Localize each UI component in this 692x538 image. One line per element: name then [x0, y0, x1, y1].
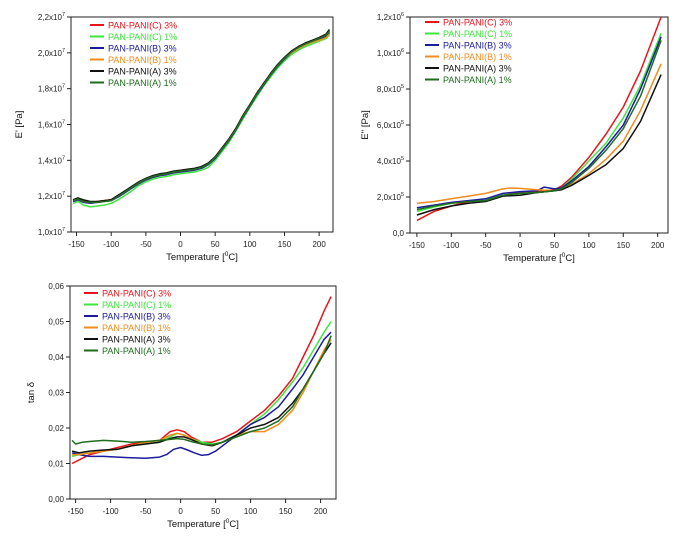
legend-label: PAN-PANI(C) 1% [108, 32, 177, 42]
y-tick-label: 0,0 [393, 229, 405, 238]
chart-loss: -150 -100 -50 0 50 100 150 200 0,0 2,0x105 4,0x105… [360, 12, 669, 264]
series-line [71, 342, 332, 454]
x-tick-label: -100 [443, 241, 460, 250]
series-line [72, 34, 331, 208]
y-tick-label: 1,0x106 [377, 48, 404, 58]
legend-label: PAN-PANI(C) 3% [108, 21, 177, 31]
x-axis-label: Temperature [0C] [167, 518, 239, 530]
legend-label: PAN-PANI(A) 1% [108, 78, 177, 88]
y-tick-label: 0,05 [48, 318, 64, 327]
x-tick-label: -50 [480, 241, 492, 250]
legend-label: PAN-PANI(B) 3% [108, 44, 177, 54]
series-line [71, 296, 332, 465]
legend-label: PAN-PANI(C) 1% [443, 29, 512, 39]
x-tick-label: 0 [178, 507, 183, 516]
x-tick-label: 50 [211, 507, 220, 516]
series-line [71, 331, 332, 459]
x-axis-label: Temperature [0C] [503, 252, 575, 264]
series-line [416, 74, 662, 216]
y-tick-label: 0,00 [48, 495, 64, 504]
legend-label: PAN-PANI(B) 1% [443, 52, 512, 62]
legend-label: PAN-PANI(B) 3% [443, 41, 512, 51]
y-tick-label: 0,03 [48, 389, 64, 398]
y-tick-label: 0,06 [48, 282, 64, 291]
x-tick-label: -150 [69, 240, 86, 249]
x-tick-label: -50 [140, 507, 152, 516]
series-line [71, 335, 332, 446]
x-axis-label: Temperature [0C] [166, 251, 238, 263]
x-tick-label: 200 [314, 507, 328, 516]
series-group [71, 296, 332, 465]
legend-label: PAN-PANI(A) 3% [102, 335, 171, 345]
y-tick-label: 1,6x107 [38, 120, 65, 130]
x-tick-label: 0 [518, 241, 523, 250]
y-tick-label: 6,0x105 [377, 120, 404, 130]
chart-storage: -150 -100 -50 0 50 100 150 200 1,0x107 1,2x107 1,4… [14, 12, 334, 263]
legend-label: PAN-PANI(B) 3% [102, 312, 171, 322]
x-tick-label: -150 [409, 241, 426, 250]
y-tick-label: 0,01 [48, 460, 64, 469]
x-tick-label: 0 [178, 240, 183, 249]
x-tick-label: 100 [243, 240, 257, 249]
y-tick-label: 0,02 [48, 424, 64, 433]
x-tick-label: 200 [312, 240, 326, 249]
series-line [72, 338, 332, 456]
x-tick-label: 150 [617, 241, 631, 250]
x-tick-label: -150 [68, 507, 85, 516]
series-line [416, 40, 662, 211]
x-tick-label: 150 [278, 240, 292, 249]
x-tick-label: 100 [582, 241, 596, 250]
y-axis-label: E' [Pa] [14, 111, 25, 139]
y-tick-label: 1,2x106 [377, 12, 404, 22]
y-tick-label: 0,04 [48, 353, 64, 362]
series-line [416, 63, 662, 205]
x-tick-label: 50 [211, 240, 220, 249]
legend-label: PAN-PANI(B) 1% [108, 55, 177, 65]
series-group [72, 29, 331, 208]
y-tick-label: 1,2x107 [38, 191, 65, 201]
legend-label: PAN-PANI(A) 1% [102, 346, 171, 356]
y-tick-label: 4,0x105 [377, 156, 404, 166]
x-tick-label: 200 [651, 241, 665, 250]
legend-label: PAN-PANI(C) 1% [102, 300, 171, 310]
series-line [72, 30, 331, 204]
legend-label: PAN-PANI(A) 3% [108, 67, 177, 77]
y-axis-label: tan δ [26, 382, 37, 403]
x-tick-label: -50 [140, 240, 152, 249]
x-tick-label: -100 [103, 240, 120, 249]
series-group [416, 17, 662, 222]
legend-label: PAN-PANI(B) 1% [102, 323, 171, 333]
y-tick-label: 2,2x107 [38, 12, 65, 22]
y-tick-label: 2,0x107 [38, 48, 65, 58]
series-line [416, 36, 662, 209]
legend-label: PAN-PANI(A) 1% [443, 75, 512, 85]
x-tick-label: 100 [244, 507, 258, 516]
legend-label: PAN-PANI(C) 3% [102, 289, 171, 299]
x-tick-label: 150 [279, 507, 293, 516]
chart-tan: -150 -100 -50 0 50 100 150 200 0,00 0,01 0,02 0,03 0… [26, 282, 337, 530]
y-axis-label: E'' [Pa] [360, 110, 371, 140]
y-tick-label: 1,0x107 [38, 227, 65, 237]
y-tick-label: 8,0x105 [377, 84, 404, 94]
y-tick-label: 1,4x107 [38, 155, 65, 165]
y-tick-label: 1,8x107 [38, 84, 65, 94]
x-tick-label: -100 [103, 507, 120, 516]
legend-label: PAN-PANI(C) 3% [443, 18, 512, 28]
x-tick-label: 50 [550, 241, 559, 250]
y-tick-label: 2,0x105 [377, 192, 404, 202]
legend-label: PAN-PANI(A) 3% [443, 64, 512, 74]
